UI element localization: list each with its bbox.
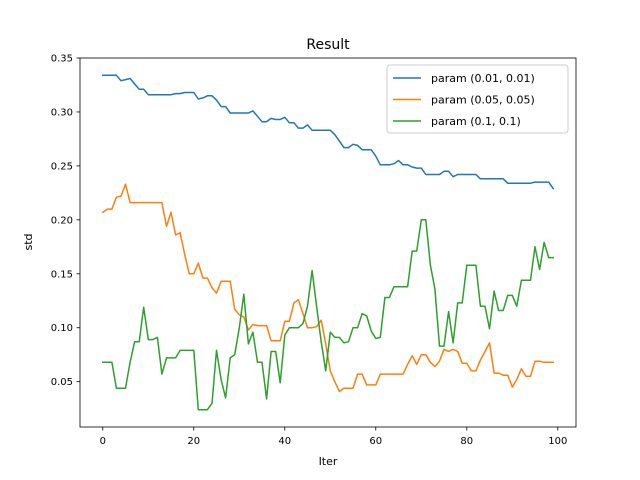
chart-title: Result xyxy=(306,37,350,53)
y-tick-label: 0.30 xyxy=(51,107,73,118)
y-tick-label: 0.25 xyxy=(51,161,73,172)
y-tick-label: 0.35 xyxy=(51,54,73,65)
legend: param (0.01, 0.01) param (0.05, 0.05) para… xyxy=(386,64,569,134)
legend-label-2: param (0.05, 0.05) xyxy=(431,94,535,107)
y-tick-label: 0.15 xyxy=(51,269,73,280)
y-tick-label: 0.10 xyxy=(51,323,73,334)
x-tick-label: 60 xyxy=(369,436,382,447)
plot-frame xyxy=(79,57,577,428)
y-tick-label: 0.05 xyxy=(51,377,73,388)
legend-label-1: param (0.01, 0.01) xyxy=(431,72,535,85)
x-tick-label: 100 xyxy=(548,436,567,447)
x-tick-label: 80 xyxy=(460,436,473,447)
x-axis-title: Iter xyxy=(319,455,338,468)
axes-layer: 0 20 40 60 80 100 0.05 0.10 0.15 0.20 0.25 0.30 0.35 xyxy=(51,54,577,447)
legend-box xyxy=(386,64,569,134)
y-axis-title: std xyxy=(22,233,35,250)
series-line-1 xyxy=(102,74,555,190)
series-line-3 xyxy=(102,219,554,411)
y-tick-label: 0.20 xyxy=(51,215,73,226)
legend-label-3: param (0.1, 0.1) xyxy=(431,115,521,128)
x-tick-label: 40 xyxy=(278,436,291,447)
x-tick-label: 0 xyxy=(100,436,106,447)
series-layer xyxy=(101,74,555,411)
x-tick-label: 20 xyxy=(187,436,200,447)
